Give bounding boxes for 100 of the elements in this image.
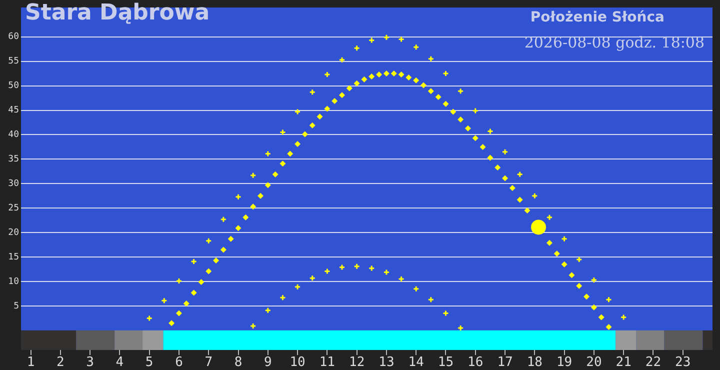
point xyxy=(257,192,264,199)
point xyxy=(576,256,582,263)
point xyxy=(354,263,360,270)
y-tick-label: 50 xyxy=(8,81,19,92)
point xyxy=(338,56,346,64)
chart-subtitle: Położenie Słońca xyxy=(530,10,664,26)
point xyxy=(206,268,212,274)
point xyxy=(383,268,390,276)
point xyxy=(242,214,249,220)
point xyxy=(324,268,330,274)
point xyxy=(279,294,286,301)
point xyxy=(554,250,560,257)
point xyxy=(406,74,412,80)
point xyxy=(294,108,301,115)
point xyxy=(606,296,612,303)
point xyxy=(450,108,456,115)
y-tick-label: 40 xyxy=(8,130,19,140)
point xyxy=(420,82,427,88)
point xyxy=(494,164,501,170)
point xyxy=(472,135,478,142)
x-tick-label: 1 xyxy=(26,355,35,370)
point xyxy=(598,314,604,320)
point xyxy=(383,34,390,41)
point xyxy=(190,290,197,296)
point xyxy=(316,114,323,120)
point xyxy=(428,296,434,303)
point xyxy=(324,106,330,112)
point xyxy=(383,70,390,77)
point xyxy=(346,85,352,92)
x-tick-label: 4 xyxy=(116,355,124,370)
y-tick-label: 20 xyxy=(8,228,19,238)
point xyxy=(213,257,220,264)
y-tick-label: 35 xyxy=(8,154,19,165)
point xyxy=(546,240,552,246)
point xyxy=(250,204,256,210)
point xyxy=(309,88,316,96)
point xyxy=(190,258,198,265)
point xyxy=(457,324,464,332)
point xyxy=(561,236,568,242)
point xyxy=(324,71,330,78)
point xyxy=(287,150,294,157)
point xyxy=(398,36,405,43)
x-tick-label: 15 xyxy=(438,355,454,370)
point xyxy=(442,100,449,107)
y-tick-label: 30 xyxy=(8,178,19,189)
x-tick-label: 12 xyxy=(348,355,365,370)
point xyxy=(576,282,582,289)
point xyxy=(339,92,345,98)
x-tick-label: 13 xyxy=(378,355,394,370)
point xyxy=(309,274,316,282)
point xyxy=(442,70,449,77)
point xyxy=(516,196,523,203)
point xyxy=(294,284,301,290)
point xyxy=(413,77,420,84)
x-tick-label: 8 xyxy=(234,355,242,370)
point xyxy=(502,148,508,156)
x-tick-label: 18 xyxy=(526,355,542,370)
point xyxy=(428,56,434,62)
x-tick-label: 14 xyxy=(408,355,424,370)
point xyxy=(272,171,278,178)
point xyxy=(398,72,404,78)
x-tick-label: 2 xyxy=(56,355,64,370)
point xyxy=(412,286,420,292)
point xyxy=(561,261,568,268)
point xyxy=(480,144,486,150)
point xyxy=(361,76,368,82)
point xyxy=(486,128,494,135)
y-tick-label: 25 xyxy=(8,203,19,214)
point xyxy=(220,246,226,253)
x-tick-label: 16 xyxy=(468,355,484,370)
point xyxy=(220,216,227,223)
point xyxy=(176,278,182,284)
point xyxy=(487,154,494,161)
x-tick-label: 7 xyxy=(204,355,213,370)
x-tick-label: 22 xyxy=(645,355,662,370)
point xyxy=(398,276,405,282)
point xyxy=(435,94,442,100)
x-tick-label: 6 xyxy=(175,355,183,370)
point xyxy=(176,310,182,316)
point xyxy=(428,88,434,94)
point xyxy=(464,125,471,132)
point xyxy=(509,185,516,192)
x-tick-label: 11 xyxy=(319,355,336,370)
x-tick-label: 5 xyxy=(145,355,154,370)
point xyxy=(516,171,524,178)
y-tick-label: 55 xyxy=(8,56,19,67)
point xyxy=(183,300,190,307)
point xyxy=(606,324,612,330)
point xyxy=(309,122,316,128)
point xyxy=(160,297,168,304)
x-tick-label: 21 xyxy=(616,355,632,370)
annotation: 2026-08-08 godz. 18:08 xyxy=(524,33,704,52)
point xyxy=(376,72,382,78)
point xyxy=(302,131,308,138)
x-tick-label: 3 xyxy=(86,355,94,370)
point xyxy=(568,272,575,278)
point xyxy=(235,225,242,232)
point xyxy=(264,307,272,314)
point xyxy=(584,294,590,300)
point xyxy=(354,80,360,86)
